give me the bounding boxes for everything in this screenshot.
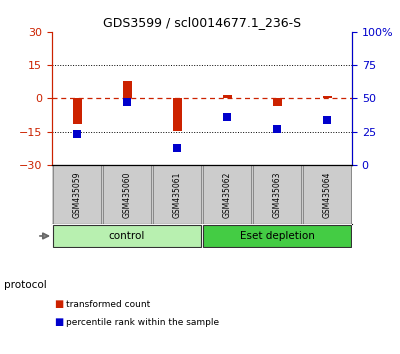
Bar xyxy=(53,165,101,224)
Bar xyxy=(222,95,232,98)
Text: GSM435064: GSM435064 xyxy=(322,171,332,218)
Bar xyxy=(103,165,151,224)
Text: GSM435060: GSM435060 xyxy=(122,171,132,218)
Text: control: control xyxy=(109,231,145,241)
Bar xyxy=(53,225,201,247)
Title: GDS3599 / scl0014677.1_236-S: GDS3599 / scl0014677.1_236-S xyxy=(103,16,301,29)
Text: ■: ■ xyxy=(54,299,63,309)
Bar xyxy=(203,165,251,224)
Bar xyxy=(72,98,82,124)
Bar xyxy=(203,225,351,247)
Bar xyxy=(253,165,301,224)
Bar xyxy=(122,81,132,98)
Bar xyxy=(172,98,182,131)
Text: percentile rank within the sample: percentile rank within the sample xyxy=(66,318,219,327)
Text: GSM435061: GSM435061 xyxy=(172,171,182,218)
Text: protocol: protocol xyxy=(4,280,47,290)
Text: GSM435059: GSM435059 xyxy=(72,171,82,218)
Bar xyxy=(272,98,282,106)
Text: ■: ■ xyxy=(54,317,63,327)
Text: Eset depletion: Eset depletion xyxy=(240,231,314,241)
Text: GSM435062: GSM435062 xyxy=(222,171,232,218)
Text: GSM435063: GSM435063 xyxy=(272,171,282,218)
Bar xyxy=(322,96,332,98)
Text: transformed count: transformed count xyxy=(66,300,150,309)
Bar xyxy=(303,165,351,224)
Bar xyxy=(153,165,201,224)
